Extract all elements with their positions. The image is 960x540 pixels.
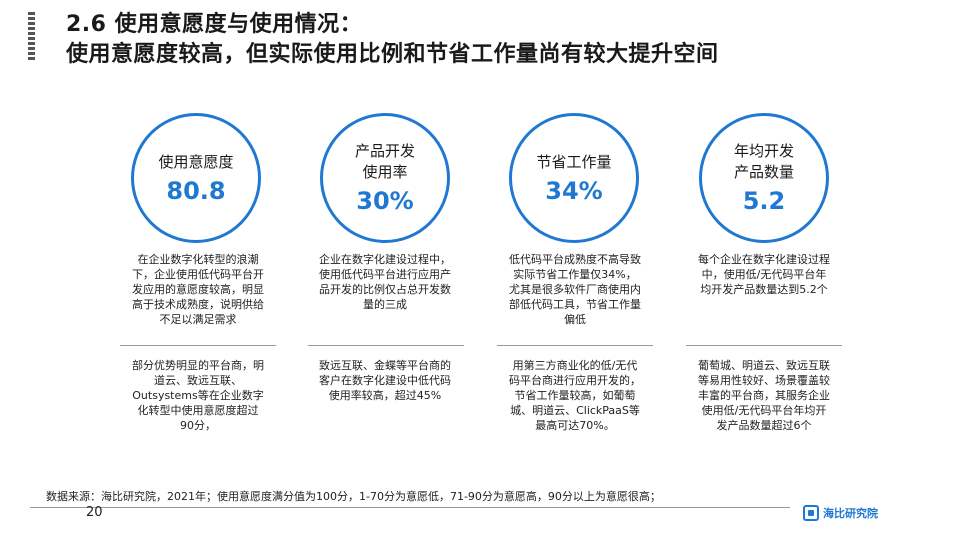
metric-description: 低代码平台成熟度不高导致实际节省工作量仅34%，尤其是很多软件厂商使用内部低代码… bbox=[509, 253, 641, 326]
metric-label: 产品开发 使用率 bbox=[354, 142, 415, 181]
metric-description: 在企业数字化转型的浪潮下，企业使用低代码平台开发应用的意愿度较高，明显高于技术成… bbox=[132, 253, 264, 326]
title-decoration-bar bbox=[28, 12, 35, 62]
metric-circle: 产品开发 使用率 30% bbox=[320, 113, 450, 243]
metric-workload-saved: 节省工作量 34% bbox=[509, 113, 639, 243]
divider bbox=[308, 345, 464, 346]
metric-detail: 葡萄城、明道云、致远互联等易用性较好、场景覆盖较丰富的平台商，其服务企业使用低/… bbox=[698, 359, 830, 432]
metric-dev-usage-rate: 产品开发 使用率 30% bbox=[320, 113, 450, 243]
metric-detail: 用第三方商业化的低/无代码平台商进行应用开发的，节省工作量较高，如葡萄城、明道云… bbox=[509, 359, 641, 432]
data-source-note: 数据来源：海比研究院，2021年；使用意愿度满分值为100分，1-70分为意愿低… bbox=[46, 490, 661, 503]
metric-value: 5.2 bbox=[742, 187, 786, 215]
metric-label: 节省工作量 bbox=[536, 152, 612, 171]
logo-icon bbox=[803, 505, 819, 521]
metric-label: 使用意愿度 bbox=[158, 152, 234, 171]
metric-value: 30% bbox=[356, 187, 414, 215]
metric-detail: 致远互联、金蝶等平台商的客户在数字化建设中低代码使用率较高，超过45% bbox=[319, 359, 451, 402]
metric-willingness: 使用意愿度 80.8 bbox=[131, 113, 261, 243]
brand-logo: 海比研究院 bbox=[803, 502, 895, 524]
metric-annual-products: 年均开发 产品数量 5.2 bbox=[699, 113, 829, 243]
page-title-line-1: 2.6 使用意愿度与使用情况： bbox=[66, 12, 363, 37]
divider bbox=[120, 345, 276, 346]
metric-description: 每个企业在数字化建设过程中，使用低/无代码平台年均开发产品数量达到5.2个 bbox=[698, 253, 830, 296]
metric-circle: 节省工作量 34% bbox=[509, 113, 639, 243]
divider bbox=[497, 345, 653, 346]
divider bbox=[686, 345, 842, 346]
metric-detail: 部分优势明显的平台商，明道云、致远互联、Outsystems等在企业数字化转型中… bbox=[132, 359, 264, 432]
metric-circle: 年均开发 产品数量 5.2 bbox=[699, 113, 829, 243]
metric-circle: 使用意愿度 80.8 bbox=[131, 113, 261, 243]
metric-value: 80.8 bbox=[166, 176, 226, 205]
metric-description: 企业在数字化建设过程中，使用低代码平台进行应用产品开发的比例仅占总开发数量的三成 bbox=[319, 253, 451, 311]
logo-text: 海比研究院 bbox=[823, 507, 878, 520]
page-title-line-2: 使用意愿度较高，但实际使用比例和节省工作量尚有较大提升空间 bbox=[66, 42, 719, 67]
page-number: 20 bbox=[86, 505, 103, 520]
footer-divider bbox=[30, 507, 790, 508]
metric-label: 年均开发 产品数量 bbox=[733, 142, 794, 181]
metric-value: 34% bbox=[545, 176, 603, 205]
